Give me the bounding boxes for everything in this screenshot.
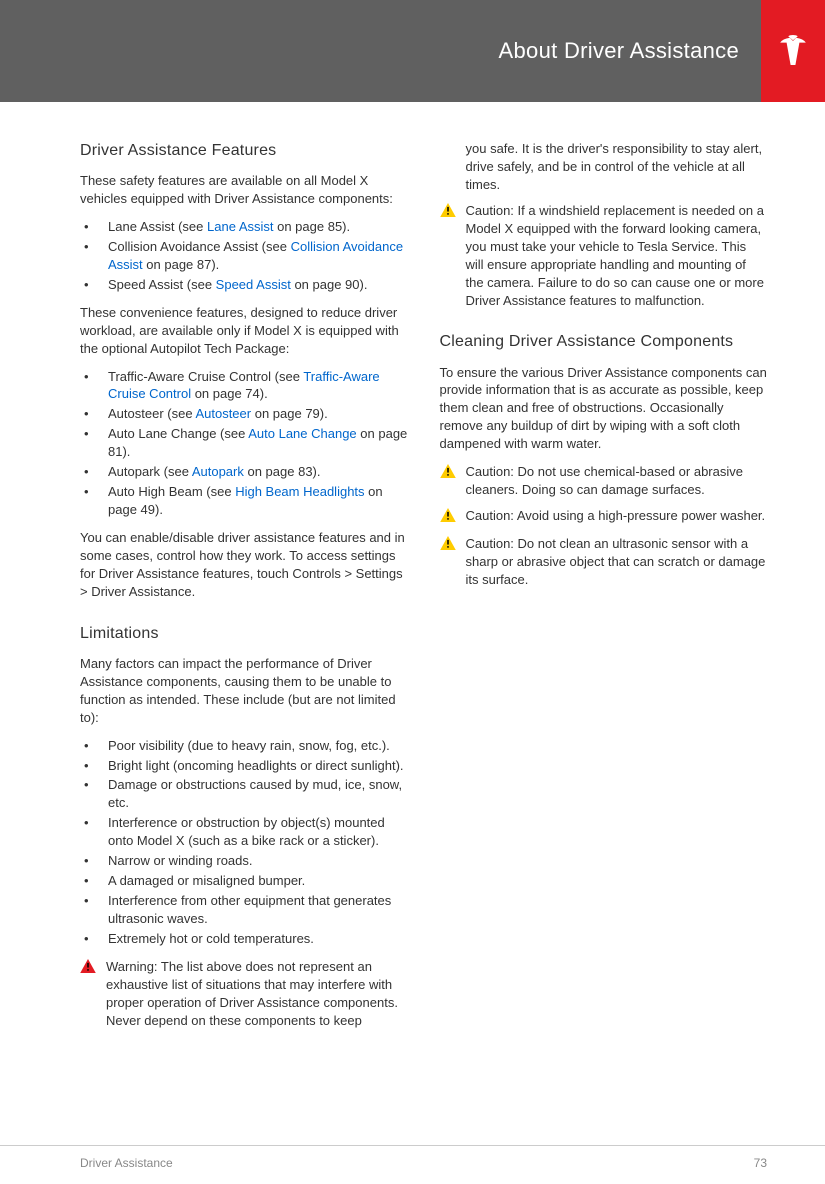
list-item: Autopark (see Autopark on page 83). — [80, 463, 408, 481]
heading-features: Driver Assistance Features — [80, 140, 408, 162]
caution-icon — [440, 507, 458, 527]
tesla-logo-icon — [773, 29, 813, 74]
list-item: Lane Assist (see Lane Assist on page 85)… — [80, 218, 408, 236]
caution-icon — [440, 202, 458, 310]
limitations-list: Poor visibility (due to heavy rain, snow… — [80, 737, 408, 948]
caution-notice: Caution: Do not use chemical-based or ab… — [440, 463, 768, 499]
link-autopark[interactable]: Autopark — [192, 464, 244, 479]
warning-icon — [80, 958, 98, 1030]
list-item: Traffic-Aware Cruise Control (see Traffi… — [80, 368, 408, 404]
link-autosteer[interactable]: Autosteer — [195, 406, 251, 421]
warning-continuation: you safe. It is the driver's responsibil… — [440, 140, 768, 194]
caution-icon — [440, 463, 458, 499]
caution-text: Caution: If a windshield replacement is … — [466, 202, 768, 310]
caution-text: Caution: Do not clean an ultrasonic sens… — [466, 535, 768, 589]
paragraph: You can enable/disable driver assistance… — [80, 529, 408, 601]
caution-notice: Caution: Do not clean an ultrasonic sens… — [440, 535, 768, 589]
heading-limitations: Limitations — [80, 623, 408, 645]
link-speed-assist[interactable]: Speed Assist — [216, 277, 291, 292]
list-item: Speed Assist (see Speed Assist on page 9… — [80, 276, 408, 294]
paragraph: These safety features are available on a… — [80, 172, 408, 208]
list-item: Collision Avoidance Assist (see Collisio… — [80, 238, 408, 274]
list-item: Auto Lane Change (see Auto Lane Change o… — [80, 425, 408, 461]
list-item: Bright light (oncoming headlights or dir… — [80, 757, 408, 775]
page-header: About Driver Assistance — [0, 0, 825, 102]
footer-section: Driver Assistance — [80, 1156, 173, 1170]
paragraph: Many factors can impact the performance … — [80, 655, 408, 727]
link-high-beam[interactable]: High Beam Headlights — [235, 484, 364, 499]
list-item: Interference or obstruction by object(s)… — [80, 814, 408, 850]
page-footer: Driver Assistance 73 — [0, 1145, 825, 1184]
left-column: Driver Assistance Features These safety … — [80, 140, 408, 1038]
warning-text: Warning: The list above does not represe… — [106, 958, 408, 1030]
list-item: A damaged or misaligned bumper. — [80, 872, 408, 890]
paragraph: To ensure the various Driver Assistance … — [440, 364, 768, 454]
list-item: Autosteer (see Autosteer on page 79). — [80, 405, 408, 423]
list-item: Interference from other equipment that g… — [80, 892, 408, 928]
right-column: you safe. It is the driver's responsibil… — [440, 140, 768, 1038]
paragraph: These convenience features, designed to … — [80, 304, 408, 358]
caution-text: Caution: Do not use chemical-based or ab… — [466, 463, 768, 499]
tesla-logo-box — [761, 0, 825, 102]
caution-text: Caution: Avoid using a high-pressure pow… — [466, 507, 768, 527]
feature-list-autopilot: Traffic-Aware Cruise Control (see Traffi… — [80, 368, 408, 520]
warning-text: you safe. It is the driver's responsibil… — [466, 140, 768, 194]
footer-page-number: 73 — [754, 1156, 767, 1170]
list-item: Damage or obstructions caused by mud, ic… — [80, 776, 408, 812]
caution-notice: Caution: Avoid using a high-pressure pow… — [440, 507, 768, 527]
link-lane-assist[interactable]: Lane Assist — [207, 219, 274, 234]
link-auto-lane-change[interactable]: Auto Lane Change — [248, 426, 356, 441]
feature-list-standard: Lane Assist (see Lane Assist on page 85)… — [80, 218, 408, 294]
list-item: Auto High Beam (see High Beam Headlights… — [80, 483, 408, 519]
warning-notice: Warning: The list above does not represe… — [80, 958, 408, 1030]
heading-cleaning: Cleaning Driver Assistance Components — [440, 331, 768, 353]
caution-icon — [440, 535, 458, 589]
page-title: About Driver Assistance — [499, 38, 739, 64]
list-item: Narrow or winding roads. — [80, 852, 408, 870]
list-item: Extremely hot or cold temperatures. — [80, 930, 408, 948]
list-item: Poor visibility (due to heavy rain, snow… — [80, 737, 408, 755]
caution-notice: Caution: If a windshield replacement is … — [440, 202, 768, 310]
page-body: Driver Assistance Features These safety … — [0, 102, 825, 1038]
